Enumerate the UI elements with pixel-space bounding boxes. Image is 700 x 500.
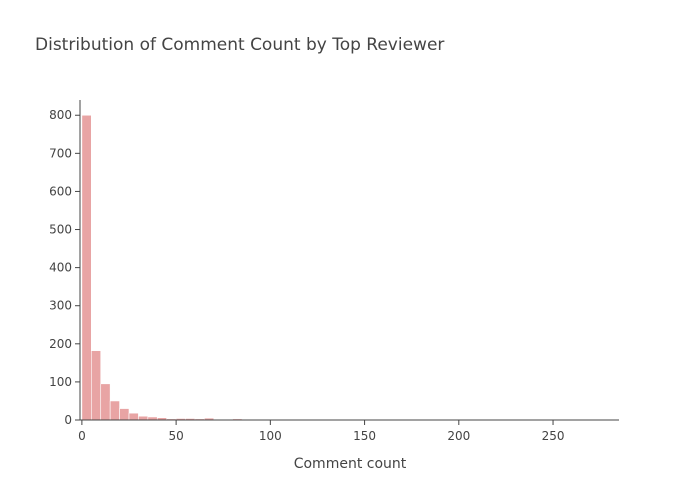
y-tick-label: 300 xyxy=(49,299,72,313)
x-axis-title: Comment count xyxy=(294,456,407,472)
x-tick-label: 0 xyxy=(78,429,86,443)
histogram-bar xyxy=(91,350,102,421)
x-axis-ticks: 0 50 100 150 200 250 xyxy=(78,420,564,443)
y-tick-label: 800 xyxy=(49,108,72,122)
histogram-bar xyxy=(119,408,130,421)
histogram-bar xyxy=(109,400,120,421)
y-tick-label: 0 xyxy=(64,413,72,427)
histogram-bar xyxy=(81,114,92,421)
y-tick-label: 600 xyxy=(49,184,72,198)
bars-group xyxy=(81,114,271,421)
y-tick-label: 700 xyxy=(49,146,72,160)
histogram-bar xyxy=(138,415,149,421)
x-tick-label: 100 xyxy=(259,429,282,443)
y-tick-label: 200 xyxy=(49,337,72,351)
x-tick-label: 150 xyxy=(353,429,376,443)
x-tick-label: 250 xyxy=(542,429,565,443)
x-tick-label: 200 xyxy=(447,429,470,443)
histogram-bar xyxy=(128,412,139,421)
histogram-bar xyxy=(100,383,111,421)
y-tick-label: 100 xyxy=(49,375,72,389)
y-tick-label: 500 xyxy=(49,223,72,237)
y-axis-ticks: 0 100 200 300 400 500 600 700 800 xyxy=(49,108,80,427)
x-tick-label: 50 xyxy=(168,429,183,443)
chart-title: Distribution of Comment Count by Top Rev… xyxy=(35,35,444,55)
y-tick-label: 400 xyxy=(49,261,72,275)
